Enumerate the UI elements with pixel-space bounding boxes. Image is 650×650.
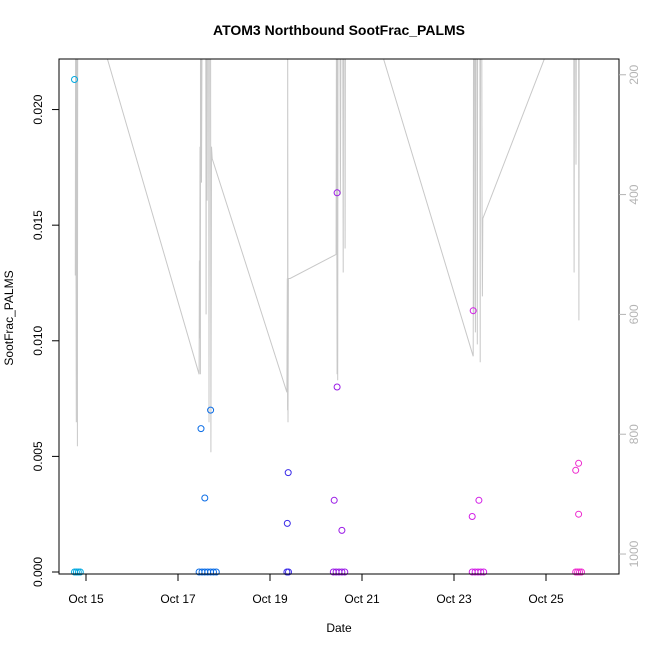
data-point	[72, 568, 80, 576]
data-point	[284, 469, 292, 477]
data-point	[338, 526, 346, 534]
series-5	[468, 307, 488, 576]
data-point	[576, 568, 583, 576]
data-point	[285, 568, 292, 576]
x-axis-label: Date	[326, 621, 352, 635]
data-point	[330, 496, 338, 504]
x-tick-label: Oct 17	[160, 592, 196, 606]
data-point	[477, 568, 485, 576]
y-tick-label: 0.010	[31, 325, 45, 355]
data-point	[333, 189, 341, 197]
data-point	[338, 568, 346, 576]
x-tick-label: Oct 15	[68, 592, 104, 606]
y-tick-label: 0.015	[31, 210, 45, 240]
data-point	[207, 406, 215, 414]
data-point	[469, 307, 477, 315]
x-axis: Oct 15 Oct 17 Oct 19 Oct 21 Oct 23 Oct 25	[68, 574, 564, 606]
y-tick-label: 0.020	[31, 94, 45, 124]
data-point	[575, 459, 583, 467]
x-tick-label: Oct 21	[344, 592, 380, 606]
data-points-layer	[71, 76, 585, 576]
series-1	[71, 76, 84, 576]
data-point	[210, 568, 217, 576]
secondary-y-axis: 200 400 600 800 1000	[619, 64, 641, 567]
data-point	[71, 76, 78, 83]
y2-tick-label: 600	[627, 304, 641, 324]
data-point	[74, 568, 82, 576]
data-point	[572, 466, 580, 474]
x-tick-label: Oct 25	[528, 592, 564, 606]
data-point	[574, 568, 582, 576]
chart-title: ATOM3 Northbound SootFrac_PALMS	[213, 22, 465, 38]
y-tick-label: 0.000	[31, 557, 45, 587]
data-point	[76, 568, 84, 576]
plot-box	[58, 58, 620, 575]
data-point	[575, 510, 583, 518]
series-4	[329, 189, 349, 576]
y2-tick-label: 200	[627, 64, 641, 84]
series-3	[283, 469, 292, 576]
data-point	[475, 496, 483, 504]
y2-tick-label: 400	[627, 184, 641, 204]
y2-tick-label: 1000	[627, 540, 641, 567]
data-point	[283, 519, 291, 527]
pressure-line-layer	[74, 59, 580, 453]
data-point	[201, 494, 209, 502]
data-point	[468, 513, 476, 520]
data-point	[341, 568, 349, 576]
x-tick-label: Oct 23	[436, 592, 472, 606]
data-point	[197, 425, 205, 433]
data-point	[212, 568, 220, 576]
y2-tick-label: 800	[627, 424, 641, 444]
pressure-line	[74, 59, 580, 453]
series-6	[572, 459, 585, 576]
x-tick-label: Oct 19	[252, 592, 288, 606]
y-axis: 0.000 0.005 0.010 0.015 0.020	[31, 94, 59, 587]
data-point	[578, 568, 585, 576]
y-tick-label: 0.005	[31, 441, 45, 471]
y-axis-label: SootFrac_PALMS	[2, 270, 16, 365]
series-2	[195, 406, 220, 576]
data-point	[480, 568, 488, 576]
data-point	[333, 383, 341, 391]
